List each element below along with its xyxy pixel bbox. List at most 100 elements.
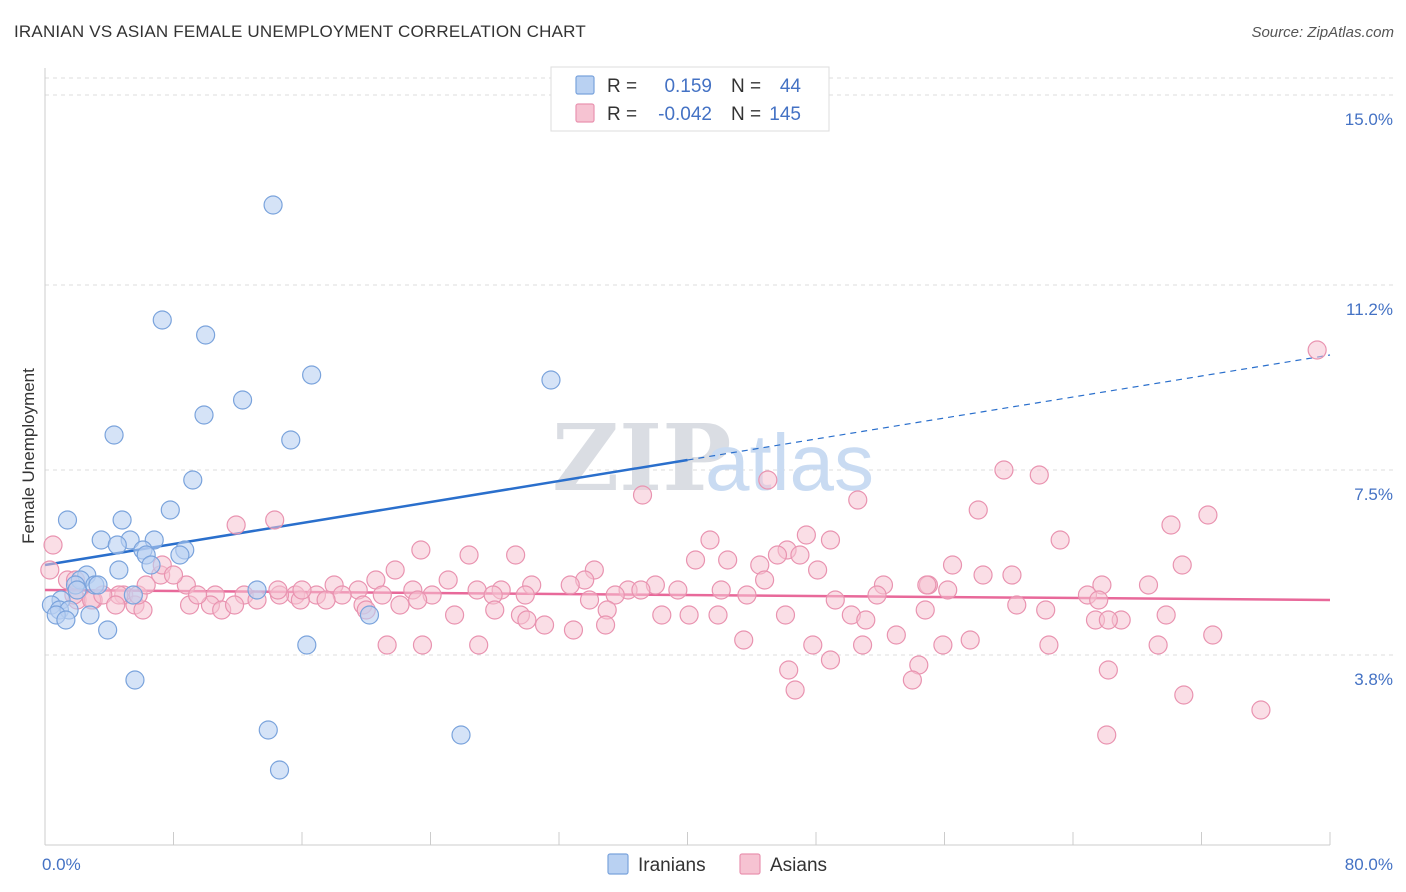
asians-point-61	[332, 585, 352, 605]
y-tick-label-0: 3.8%	[1354, 670, 1393, 689]
asians-point-14	[820, 530, 841, 550]
legend-r-label-2: R =	[607, 104, 637, 125]
legend-r-label-1: R =	[607, 76, 637, 97]
bottom-legend-label-asians: Asians	[770, 855, 827, 876]
asians-point-89	[390, 595, 410, 615]
asians-point-7	[1198, 505, 1218, 525]
asians-point-48	[560, 575, 580, 595]
asians-point-128	[1148, 635, 1168, 655]
iranians-point-0	[263, 195, 283, 215]
iranians-point-21	[141, 555, 161, 575]
asians-point-6	[968, 500, 988, 520]
asians-point-108	[163, 565, 184, 585]
iranians-point-30	[123, 585, 143, 605]
asians-point-38	[40, 560, 60, 580]
iranians-point-41	[125, 670, 145, 690]
asians-point-29	[1002, 565, 1022, 585]
asians-point-133	[734, 630, 754, 650]
asians-point-5	[848, 490, 868, 510]
asians-point-69	[668, 580, 688, 600]
iranians-point-12	[112, 510, 132, 530]
asians-point-45	[467, 580, 487, 600]
asians-point-26	[1172, 555, 1192, 575]
asians-point-94	[679, 605, 699, 625]
asians-point-118	[563, 620, 584, 640]
iranians-point-20	[170, 545, 190, 565]
iranians-point-7	[104, 425, 124, 445]
asians-point-65	[515, 585, 535, 605]
asians-point-112	[292, 580, 312, 600]
asians-point-11	[796, 525, 816, 545]
iranians-point-3	[302, 365, 322, 385]
iranians-point-11	[57, 510, 78, 530]
asians-point-74	[917, 575, 937, 595]
iranians-point-40	[297, 635, 317, 655]
legend-r-value-1: 0.159	[664, 76, 712, 97]
legend-n-label-2: N =	[731, 104, 761, 125]
asians-point-10	[226, 515, 246, 535]
iranians-points	[41, 195, 561, 780]
asians-point-121	[775, 605, 796, 625]
iranians-point-22	[109, 560, 129, 580]
iranians-point-5	[232, 390, 253, 410]
y-tick-labels: 3.8% 7.5% 11.2% 15.0%	[1345, 110, 1393, 689]
asians-point-111	[268, 580, 288, 600]
asians-point-62	[372, 585, 392, 605]
asians-points	[40, 340, 1327, 745]
asians-point-109	[187, 585, 208, 605]
asians-point-145	[1097, 725, 1117, 745]
asians-point-27	[385, 560, 405, 580]
top-legend-box	[550, 66, 830, 132]
asians-point-9	[1161, 515, 1181, 535]
asians-point-115	[444, 605, 465, 625]
asians-point-24	[718, 550, 738, 570]
iranians-point-13	[91, 530, 111, 550]
asians-point-13	[1050, 530, 1070, 550]
asians-point-135	[852, 635, 873, 655]
x-ticks	[44, 832, 1331, 845]
iranians-point-1	[152, 310, 172, 330]
legend-swatch-asians	[575, 103, 595, 123]
asians-point-35	[754, 570, 775, 590]
asians-point-55	[1138, 575, 1159, 595]
asians-point-99	[1156, 605, 1176, 625]
iranians-point-28	[67, 580, 87, 600]
asians-point-77	[1089, 590, 1109, 610]
asians-point-134	[803, 635, 823, 655]
asians-point-114	[408, 590, 428, 610]
iranians-point-38	[56, 610, 76, 630]
watermark: ZIP atlas	[552, 404, 874, 512]
iranians-point-39	[98, 620, 118, 640]
asians-point-119	[595, 615, 616, 635]
y-tick-label-2: 11.2%	[1346, 300, 1393, 319]
asians-point-73	[867, 585, 887, 605]
asians-point-141	[902, 670, 922, 690]
asians-point-21	[790, 545, 810, 565]
asians-point-15	[43, 535, 63, 555]
y-axis-title: Female Unemployment	[19, 368, 38, 544]
legend-swatch-iranians	[575, 75, 595, 95]
asians-point-70	[711, 580, 731, 600]
iranians-point-37	[359, 605, 380, 625]
asians-point-72	[825, 590, 845, 610]
asians-point-116	[517, 610, 537, 630]
asians-point-124	[960, 630, 980, 650]
asians-point-85	[224, 595, 245, 615]
asians-point-131	[412, 635, 433, 655]
asians-point-17	[411, 540, 431, 560]
asians-point-87	[316, 590, 336, 610]
asians-point-107	[136, 575, 156, 595]
watermark-atlas: atlas	[705, 418, 874, 507]
asians-point-71	[737, 585, 757, 605]
iranians-point-10	[160, 500, 180, 520]
asians-point-129	[1203, 625, 1223, 645]
iranians-point-29	[247, 580, 267, 600]
asians-point-12	[700, 530, 720, 550]
asians-point-0	[1307, 340, 1327, 360]
asians-point-8	[265, 510, 285, 530]
asians-point-20	[506, 545, 526, 565]
asians-point-138	[820, 650, 841, 670]
legend-r-value-2: -0.042	[658, 104, 712, 125]
asians-point-32	[438, 570, 458, 590]
